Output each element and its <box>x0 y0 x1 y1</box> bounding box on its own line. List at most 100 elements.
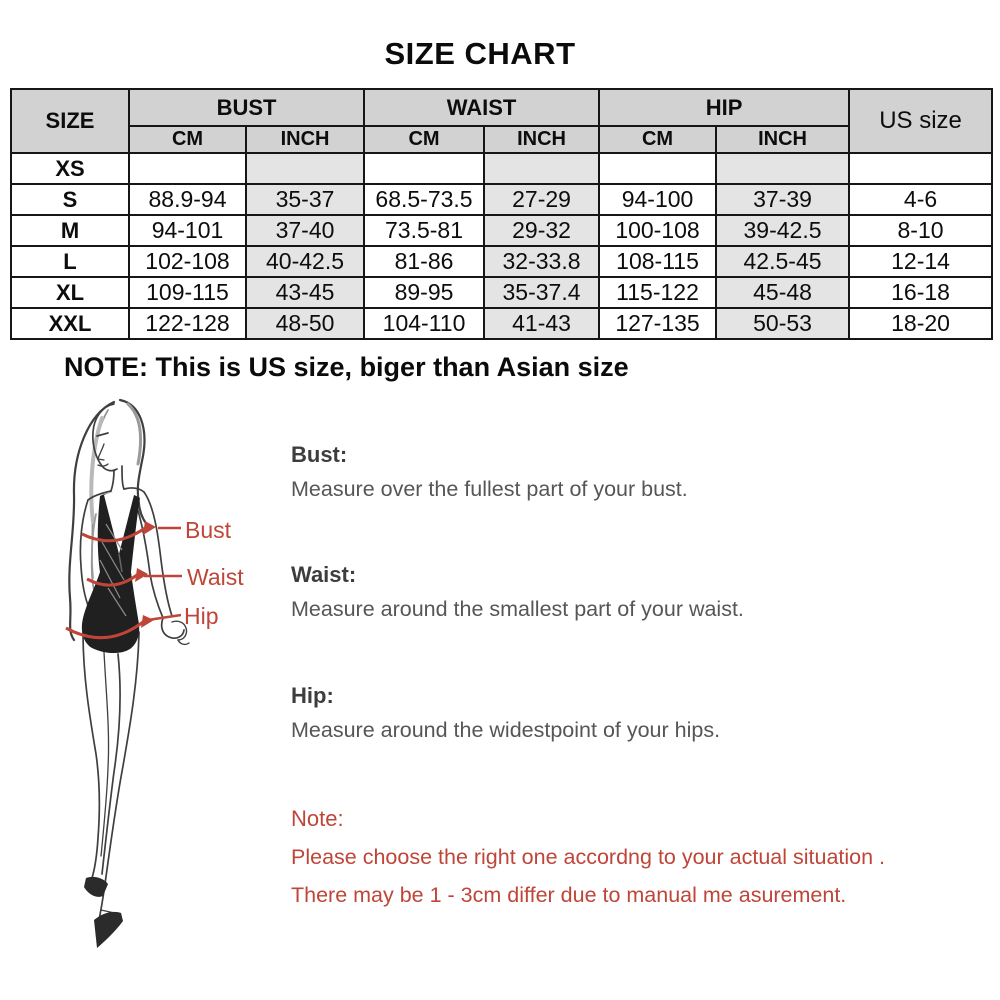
swimsuit-shape <box>81 491 140 948</box>
size-row-m: M 94-101 37-40 73.5-81 29-32 100-108 39-… <box>10 214 994 247</box>
bust-cm-cell: 88.9-94 <box>128 183 247 216</box>
hip-inch-cell: 37-39 <box>715 183 851 216</box>
waist-cm-cell <box>363 152 486 185</box>
bust-cm-cell <box>128 152 247 185</box>
header-hip: HIP <box>598 88 851 127</box>
hip-inch-cell: 45-48 <box>715 276 851 309</box>
header-bust: BUST <box>127 88 366 127</box>
bust-cm-cell: 109-115 <box>128 276 247 309</box>
red-note-block: Note: Please choose the right one accord… <box>291 806 885 908</box>
bust-instruction-heading: Bust: <box>291 442 348 467</box>
waist-cm-cell: 89-95 <box>363 276 486 309</box>
bust-inch-cell: 37-40 <box>244 214 366 247</box>
waist-instruction: Waist: Measure around the smallest part … <box>291 562 744 622</box>
us-size-cell: 18-20 <box>848 307 994 340</box>
size-row-l: L 102-108 40-42.5 81-86 32-33.8 108-115 … <box>10 245 994 278</box>
header-hip-cm: CM <box>598 125 718 154</box>
table-header-row-1: SIZE BUST WAIST HIP US size <box>10 88 994 154</box>
hip-cm-cell: 108-115 <box>598 245 718 278</box>
hip-cm-cell: 127-135 <box>598 307 718 340</box>
measurement-callouts <box>65 521 182 640</box>
us-size-cell: 12-14 <box>848 245 994 278</box>
size-cell: L <box>10 245 130 278</box>
bust-measure-arc <box>81 526 146 543</box>
size-cell: XS <box>10 152 130 185</box>
note-line-2: There may be 1 - 3cm differ due to manua… <box>291 883 847 907</box>
bust-instruction: Bust: Measure over the fullest part of y… <box>291 442 688 502</box>
bust-inch-cell: 40-42.5 <box>244 245 366 278</box>
waist-instruction-text: Measure around the smallest part of your… <box>291 597 744 621</box>
hip-instruction-text: Measure around the widestpoint of your h… <box>291 718 721 742</box>
size-chart-table: SIZE BUST WAIST HIP US size CM INCH CM I… <box>10 88 994 340</box>
waist-inch-cell: 35-37.4 <box>483 276 601 309</box>
header-waist-inch: INCH <box>483 125 601 154</box>
page-title: SIZE CHART <box>384 36 576 71</box>
hip-leader-line <box>147 613 182 622</box>
front-shoe <box>94 911 123 948</box>
hip-arrowhead-icon <box>141 615 154 628</box>
size-cell: XXL <box>10 307 130 340</box>
waist-inch-cell: 27-29 <box>483 183 601 216</box>
bust-inch-cell: 43-45 <box>244 276 366 309</box>
hip-inch-cell: 42.5-45 <box>715 245 851 278</box>
hip-label: Hip <box>184 603 219 629</box>
body-sketch <box>68 398 190 921</box>
bust-instruction-text: Measure over the fullest part of your bu… <box>291 477 688 501</box>
bust-cm-cell: 102-108 <box>128 245 247 278</box>
header-bust-cm: CM <box>128 125 247 154</box>
size-cell: S <box>10 183 130 216</box>
bust-cm-cell: 94-101 <box>128 214 247 247</box>
bust-arrowhead-icon <box>143 521 156 535</box>
us-size-cell: 4-6 <box>848 183 994 216</box>
hip-cm-cell: 94-100 <box>598 183 718 216</box>
back-shoe <box>84 876 108 897</box>
waist-cm-cell: 73.5-81 <box>363 214 486 247</box>
hip-cm-cell <box>598 152 718 185</box>
hip-inch-cell: 39-42.5 <box>715 214 851 247</box>
note-heading: Note: <box>291 806 344 831</box>
bust-inch-cell: 35-37 <box>244 183 366 216</box>
hip-inch-cell <box>715 152 851 185</box>
us-size-cell: 16-18 <box>848 276 994 309</box>
header-us-size: US size <box>848 88 994 154</box>
waist-inch-cell: 29-32 <box>483 214 601 247</box>
waist-cm-cell: 104-110 <box>363 307 486 340</box>
header-bust-inch: INCH <box>244 125 366 154</box>
waist-inch-cell: 32-33.8 <box>483 245 601 278</box>
table-header-row-2: CM INCH CM INCH CM INCH <box>11 125 992 154</box>
woman-sketch-svg: Bust Waist Hip <box>65 398 244 948</box>
waist-measure-arc <box>86 573 138 587</box>
waist-inch-cell: 41-43 <box>483 307 601 340</box>
header-size: SIZE <box>10 88 130 154</box>
size-row-xs: XS <box>10 152 994 185</box>
hip-cm-cell: 115-122 <box>598 276 718 309</box>
hip-instruction-heading: Hip: <box>291 683 334 708</box>
waist-label: Waist <box>187 564 244 590</box>
bust-cm-cell: 122-128 <box>128 307 247 340</box>
bust-label: Bust <box>185 517 232 543</box>
waist-cm-cell: 81-86 <box>363 245 486 278</box>
waist-instruction-heading: Waist: <box>291 562 357 587</box>
hip-cm-cell: 100-108 <box>598 214 718 247</box>
size-row-xl: XL 109-115 43-45 89-95 35-37.4 115-122 4… <box>10 276 994 309</box>
bust-inch-cell <box>244 152 366 185</box>
hip-instruction: Hip: Measure around the widestpoint of y… <box>291 683 720 743</box>
size-row-s: S 88.9-94 35-37 68.5-73.5 27-29 94-100 3… <box>10 183 994 216</box>
waist-arrowhead-icon <box>135 568 148 582</box>
waist-inch-cell <box>483 152 601 185</box>
us-size-cell: 8-10 <box>848 214 994 247</box>
hip-measure-arc <box>65 620 144 640</box>
waist-cm-cell: 68.5-73.5 <box>363 183 486 216</box>
us-size-note-banner: NOTE: This is US size, biger than Asian … <box>64 352 629 382</box>
hip-inch-cell: 50-53 <box>715 307 851 340</box>
size-cell: M <box>10 214 130 247</box>
header-hip-inch: INCH <box>715 125 851 154</box>
measurement-figure-illustration: Bust Waist Hip <box>42 392 287 972</box>
header-waist: WAIST <box>363 88 601 127</box>
us-size-cell <box>848 152 994 185</box>
size-row-xxl: XXL 122-128 48-50 104-110 41-43 127-135 … <box>10 307 994 340</box>
note-line-1: Please choose the right one accordng to … <box>291 845 886 869</box>
header-waist-cm: CM <box>363 125 486 154</box>
size-cell: XL <box>10 276 130 309</box>
bust-inch-cell: 48-50 <box>244 307 366 340</box>
